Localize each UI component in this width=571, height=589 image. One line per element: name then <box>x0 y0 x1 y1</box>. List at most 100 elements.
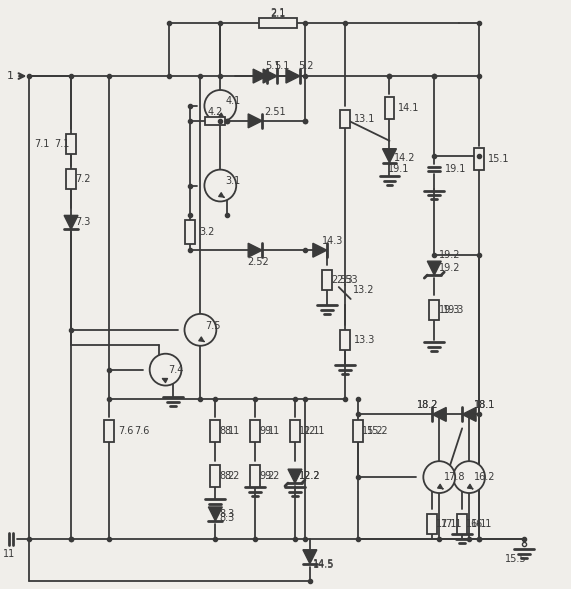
Bar <box>322 270 332 290</box>
Text: 15.1: 15.1 <box>488 154 509 164</box>
Text: 9.1: 9.1 <box>264 426 279 436</box>
Bar <box>104 421 114 442</box>
Bar <box>210 465 220 487</box>
Polygon shape <box>462 408 476 421</box>
Text: 2.1: 2.1 <box>270 9 286 19</box>
Text: 18.2: 18.2 <box>417 401 439 411</box>
Bar <box>66 134 76 154</box>
Text: 2.1: 2.1 <box>270 8 286 18</box>
Bar <box>457 514 467 534</box>
Text: 5.2: 5.2 <box>298 61 313 71</box>
Text: 4.1: 4.1 <box>226 96 240 106</box>
Text: 1: 1 <box>7 71 14 81</box>
Text: 7.1: 7.1 <box>54 139 70 149</box>
Circle shape <box>204 170 236 201</box>
Text: 8.1: 8.1 <box>224 426 240 436</box>
Text: 11: 11 <box>3 549 15 559</box>
Text: 2.53: 2.53 <box>336 275 357 285</box>
Text: 8.3: 8.3 <box>219 509 235 519</box>
Text: 13.3: 13.3 <box>353 335 375 345</box>
Text: 19.1: 19.1 <box>388 164 409 174</box>
Text: 13.1: 13.1 <box>353 114 375 124</box>
Text: 9.2: 9.2 <box>264 471 279 481</box>
Text: 7.6: 7.6 <box>118 426 133 436</box>
Text: 7.5: 7.5 <box>206 321 221 331</box>
Bar <box>206 117 226 125</box>
Text: 17.1: 17.1 <box>436 519 458 529</box>
Text: 12.1: 12.1 <box>299 426 320 436</box>
Text: 17.8: 17.8 <box>444 472 466 482</box>
Text: 19.3: 19.3 <box>443 305 465 315</box>
Text: 12.2: 12.2 <box>299 471 320 481</box>
Text: 7.3: 7.3 <box>75 217 90 227</box>
Bar <box>384 97 395 119</box>
Polygon shape <box>248 243 262 257</box>
Bar <box>474 148 484 170</box>
Polygon shape <box>64 216 78 229</box>
Polygon shape <box>253 69 267 83</box>
Text: 7.6: 7.6 <box>134 426 149 436</box>
Text: 19.1: 19.1 <box>445 164 467 174</box>
Text: 16.1: 16.1 <box>466 519 488 529</box>
Circle shape <box>150 354 182 386</box>
Text: 9.1: 9.1 <box>259 426 275 436</box>
Bar <box>66 168 76 188</box>
Text: 13.2: 13.2 <box>353 285 374 295</box>
Text: 19.2: 19.2 <box>439 250 461 260</box>
Bar <box>427 514 437 534</box>
Polygon shape <box>313 243 327 257</box>
Text: 2.53: 2.53 <box>331 275 352 285</box>
Text: 8.1: 8.1 <box>219 426 235 436</box>
Text: 2.51: 2.51 <box>264 107 286 117</box>
Text: 15.5: 15.5 <box>505 554 526 564</box>
Text: 9.2: 9.2 <box>259 471 275 481</box>
Text: 12.1: 12.1 <box>304 426 325 436</box>
Text: 4.2: 4.2 <box>208 107 223 117</box>
Text: 18.1: 18.1 <box>474 401 496 411</box>
Text: 15.2: 15.2 <box>367 426 388 436</box>
Bar <box>250 421 260 442</box>
Text: 14.1: 14.1 <box>399 103 420 113</box>
Text: 7.4: 7.4 <box>168 365 184 375</box>
Text: 19.3: 19.3 <box>439 305 461 315</box>
Circle shape <box>453 461 485 493</box>
Text: 7.2: 7.2 <box>75 174 91 184</box>
Polygon shape <box>248 114 262 128</box>
Text: 18.2: 18.2 <box>417 401 439 411</box>
Text: 18.1: 18.1 <box>474 401 496 411</box>
Polygon shape <box>383 148 396 163</box>
Polygon shape <box>286 69 300 83</box>
Text: 7.1: 7.1 <box>34 139 49 149</box>
Bar <box>429 300 439 320</box>
Text: 14.5: 14.5 <box>313 560 335 570</box>
Text: 2.52: 2.52 <box>247 257 269 267</box>
Bar <box>250 465 260 487</box>
Bar <box>186 220 195 244</box>
Text: 14.5: 14.5 <box>313 559 335 569</box>
Text: 8.3: 8.3 <box>219 513 235 523</box>
Circle shape <box>204 90 236 122</box>
Circle shape <box>184 314 216 346</box>
Polygon shape <box>427 261 441 275</box>
Bar <box>210 421 220 442</box>
Text: 8.2: 8.2 <box>224 471 240 481</box>
Text: 16.1: 16.1 <box>471 519 492 529</box>
Polygon shape <box>263 69 277 83</box>
Bar <box>340 110 349 128</box>
Text: 5.1: 5.1 <box>274 61 289 71</box>
Bar <box>259 18 297 28</box>
Bar <box>290 421 300 442</box>
Text: 16.2: 16.2 <box>474 472 496 482</box>
Text: 12.2: 12.2 <box>299 471 320 481</box>
Text: 15.2: 15.2 <box>361 426 383 436</box>
Text: 19.2: 19.2 <box>439 263 461 273</box>
Polygon shape <box>303 550 317 564</box>
Text: 14.2: 14.2 <box>393 153 415 163</box>
Text: 17.1: 17.1 <box>441 519 463 529</box>
Polygon shape <box>288 469 302 483</box>
Text: 5.1: 5.1 <box>265 61 280 71</box>
Polygon shape <box>432 408 446 421</box>
Polygon shape <box>208 507 222 521</box>
Circle shape <box>423 461 455 493</box>
Bar <box>340 330 349 350</box>
